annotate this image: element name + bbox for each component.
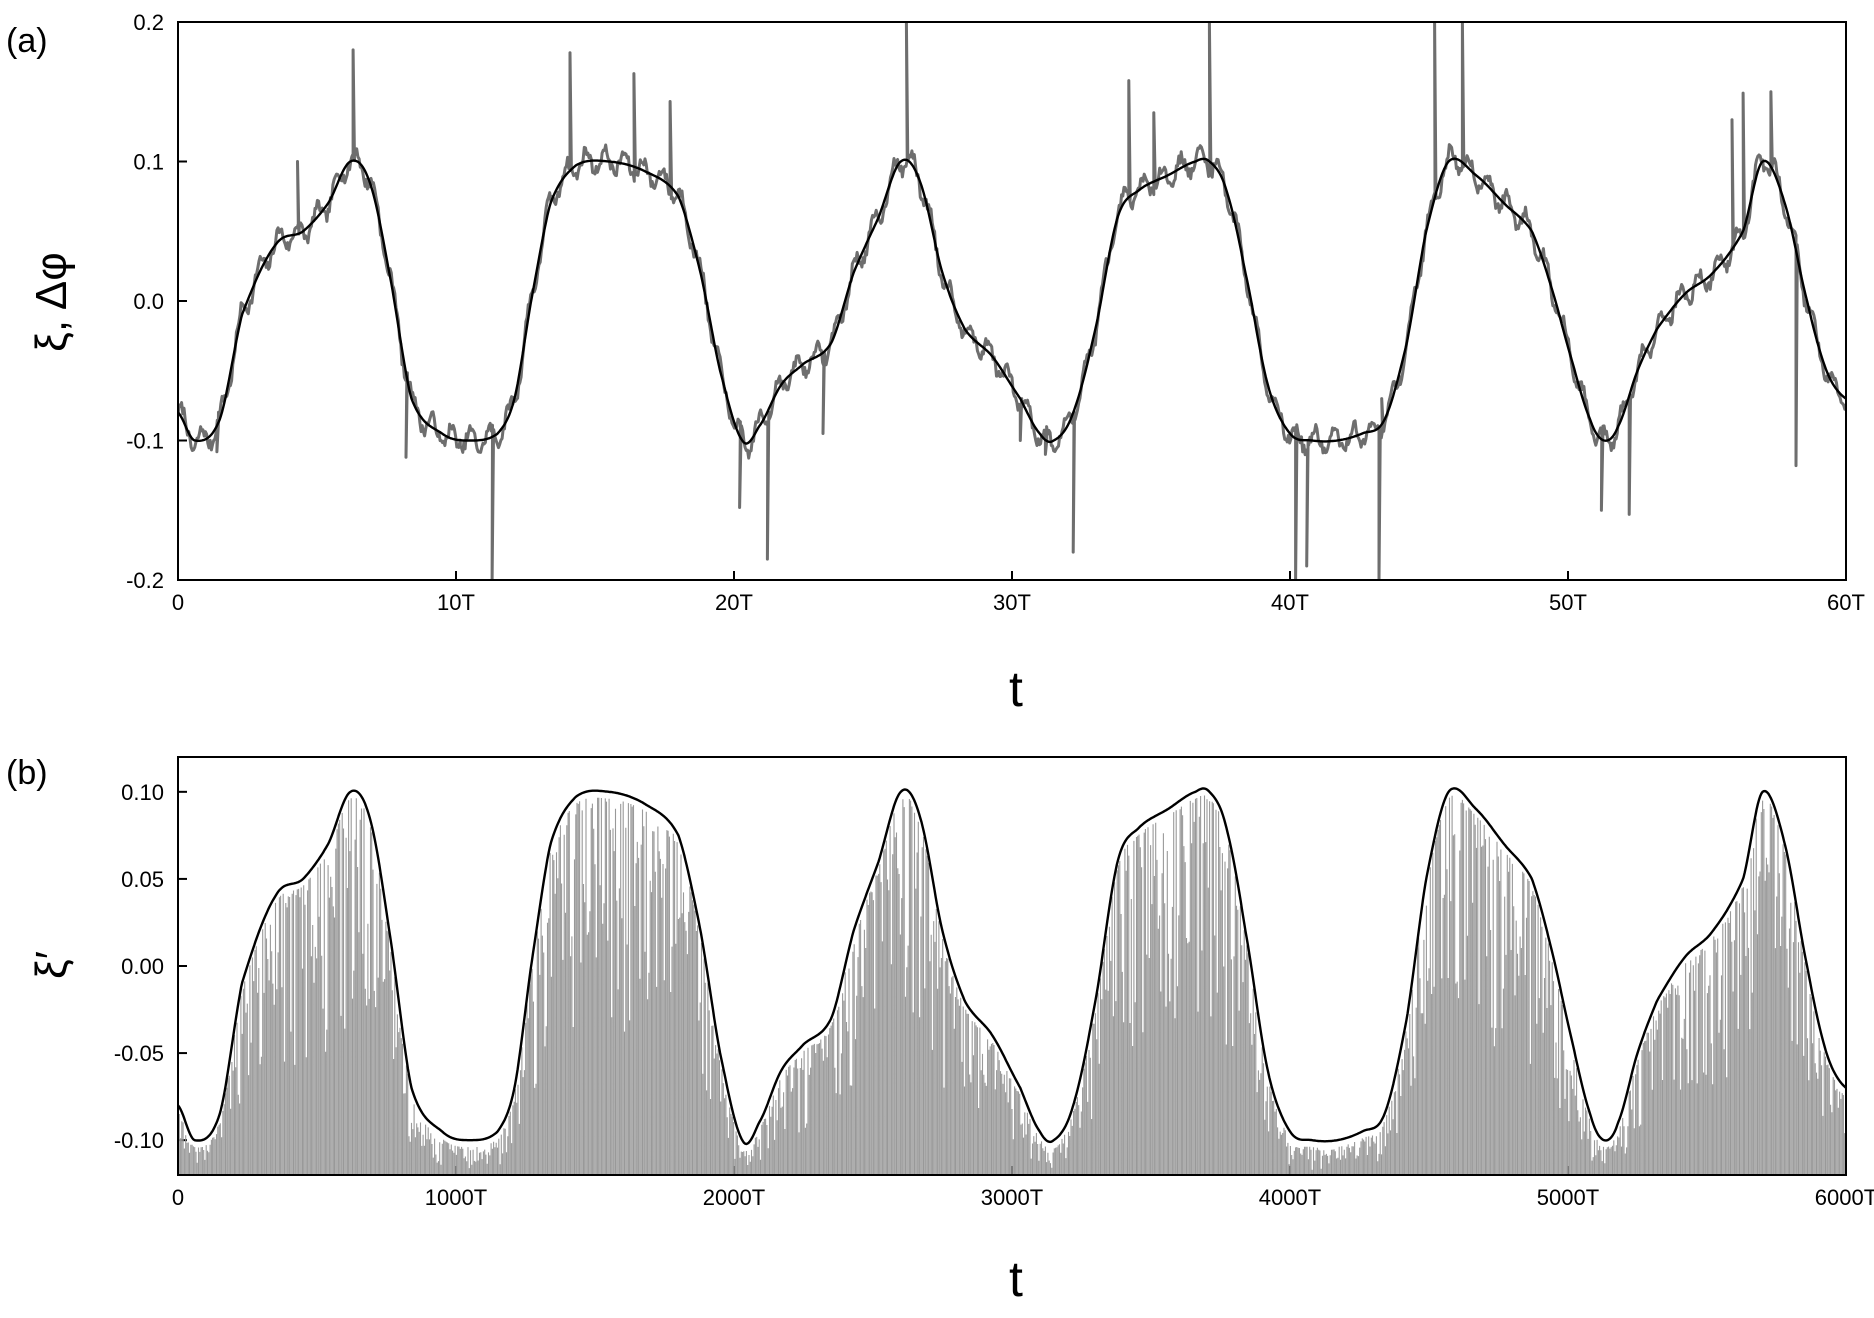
panel-a-x-axis-title: t	[1009, 661, 1023, 717]
panel-a-y-ticks: 0.2 0.1 0.0 -0.1 -0.2	[126, 10, 187, 593]
panel-a-x-tick-label: 20T	[715, 590, 753, 615]
panel-a-noisy-series-line	[178, 22, 1846, 580]
panel-a-x-tick-label: 60T	[1827, 590, 1865, 615]
panel-a-x-tick-label: 50T	[1549, 590, 1587, 615]
panel-a-smooth-series-line	[178, 157, 1846, 445]
panel-b-y-axis-title: ξ′	[27, 951, 76, 979]
panel-b-y-tick-label: -0.05	[114, 1041, 164, 1066]
panel-a-x-tick-label: 30T	[993, 590, 1031, 615]
panel-a-y-axis-title: ξ, Δφ	[27, 252, 76, 352]
panel-b-y-tick-label: 0.10	[121, 780, 164, 805]
panel-b: (b) ξ′ t 0 1000T 2000T 3000T 4000T 5000T 6000T…	[6, 754, 1874, 1307]
panel-b-y-tick-label: 0.00	[121, 954, 164, 979]
panel-b-x-tick-label: 5000T	[1537, 1185, 1599, 1210]
panel-b-x-tick-label: 4000T	[1259, 1185, 1321, 1210]
panel-a-x-tick-label: 10T	[437, 590, 475, 615]
panel-b-x-tick-label: 6000T	[1815, 1185, 1874, 1210]
panel-b-x-ticks: 0 1000T 2000T 3000T 4000T 5000T 6000T	[172, 1166, 1874, 1210]
panel-b-fill-lines	[178, 795, 1846, 1175]
panel-b-y-ticks: 0.10 0.05 0.00 -0.05 -0.10	[114, 780, 187, 1153]
panel-a-y-tick-label: 0.1	[133, 150, 164, 175]
panel-b-x-tick-label: 2000T	[703, 1185, 765, 1210]
panel-b-x-tick-label: 3000T	[981, 1185, 1043, 1210]
panel-a-y-tick-label: 0.2	[133, 10, 164, 35]
panel-b-frame	[177, 756, 1847, 1176]
panel-a-label: (a)	[6, 22, 48, 60]
panel-a-x-tick-label: 40T	[1271, 590, 1309, 615]
panel-b-y-tick-label: 0.05	[121, 867, 164, 892]
panel-a-x-ticks: 0 10T 20T 30T 40T 50T 60T	[172, 571, 1865, 615]
panel-a: (a) ξ, Δφ t 0 10T 20T 30T 40T 50T 60T 0.20.10.…	[6, 10, 1865, 717]
panel-a-y-tick-label: 0.0	[133, 289, 164, 314]
panel-a-y-tick-label: -0.2	[126, 568, 164, 593]
panel-b-label: (b)	[6, 754, 48, 792]
panel-b-x-tick-label: 1000T	[425, 1185, 487, 1210]
panel-b-plot-area	[178, 787, 1846, 1175]
panel-b-x-axis-title: t	[1009, 1251, 1023, 1307]
panel-a-x-tick-label: 0	[172, 590, 184, 615]
panel-b-x-tick-label: 0	[172, 1185, 184, 1210]
panel-a-plot-area	[178, 22, 1846, 580]
panel-a-y-tick-label: -0.1	[126, 429, 164, 454]
panel-b-envelope-line	[178, 787, 1846, 1146]
panel-a-frame	[177, 21, 1847, 581]
panel-b-y-tick-label: -0.10	[114, 1128, 164, 1153]
